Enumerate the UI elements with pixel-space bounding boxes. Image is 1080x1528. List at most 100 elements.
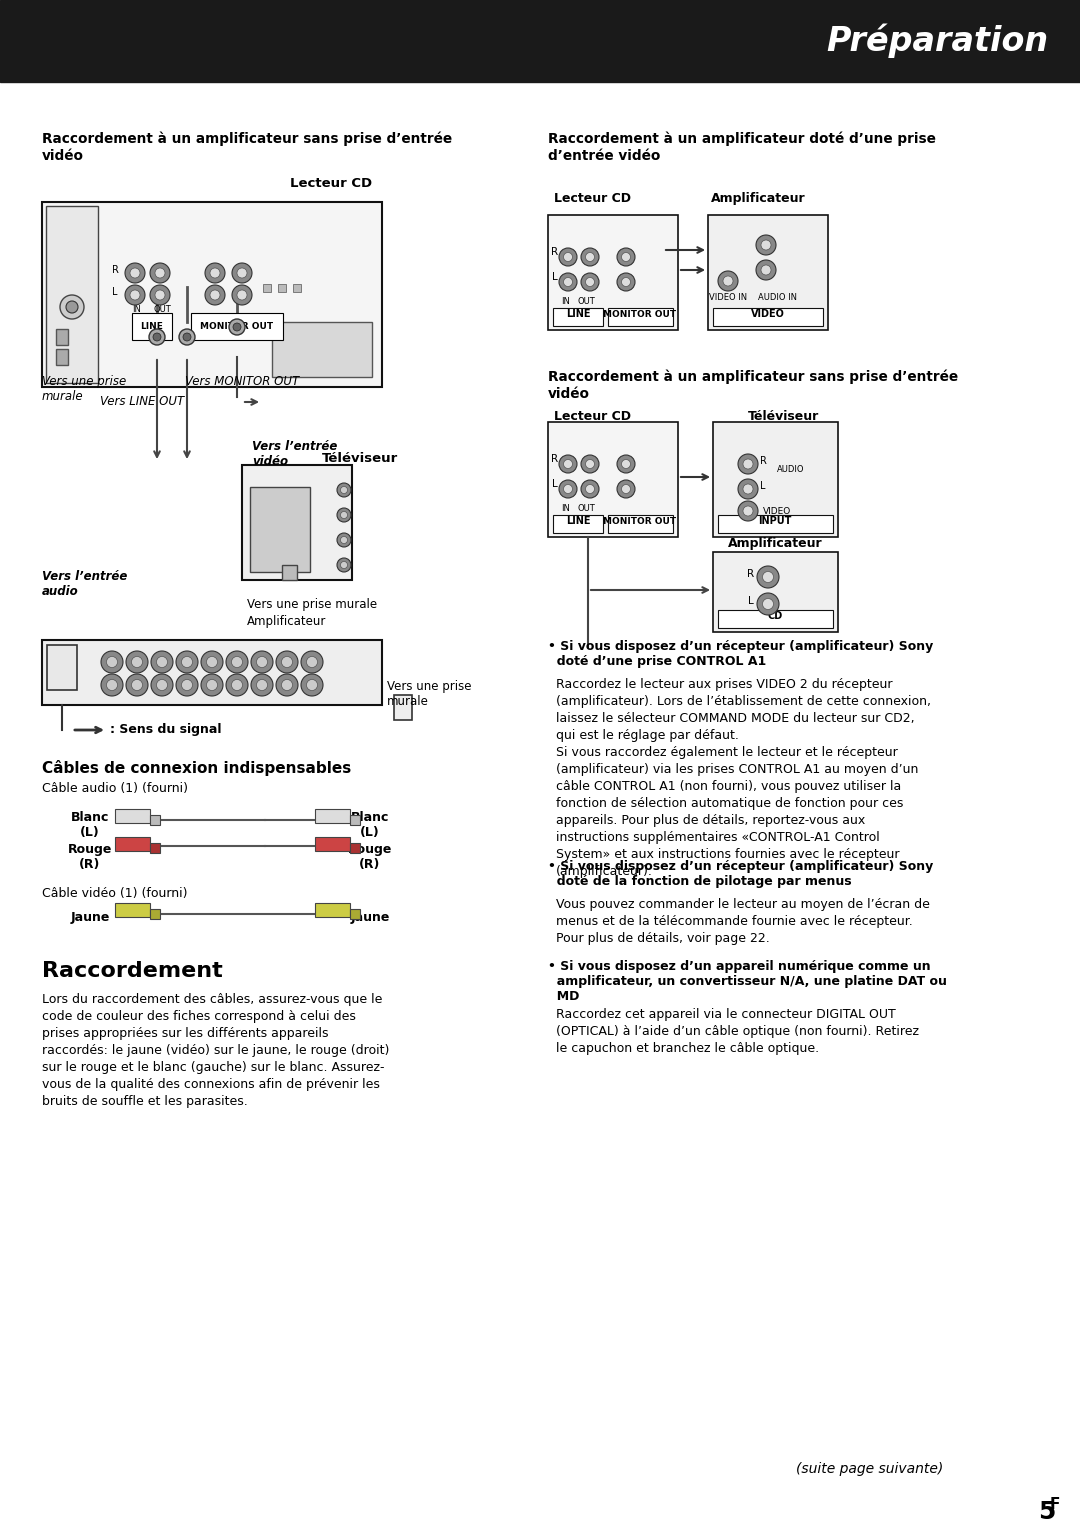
Text: Câbles de connexion indispensables: Câbles de connexion indispensables bbox=[42, 759, 351, 776]
Text: R: R bbox=[552, 454, 558, 465]
Text: R: R bbox=[111, 264, 119, 275]
Text: Vous pouvez commander le lecteur au moyen de l’écran de
menus et de la télécomma: Vous pouvez commander le lecteur au moye… bbox=[556, 898, 930, 944]
Circle shape bbox=[757, 593, 779, 614]
Circle shape bbox=[206, 657, 217, 668]
Text: IN: IN bbox=[133, 306, 141, 313]
Circle shape bbox=[232, 286, 252, 306]
Bar bbox=[394, 695, 411, 720]
Circle shape bbox=[762, 599, 773, 610]
Text: L: L bbox=[112, 287, 118, 296]
Bar bbox=[708, 215, 828, 330]
Bar bbox=[713, 309, 823, 325]
Circle shape bbox=[226, 674, 248, 695]
Circle shape bbox=[282, 657, 293, 668]
Circle shape bbox=[340, 512, 348, 518]
Text: Vers MONITOR OUT: Vers MONITOR OUT bbox=[185, 374, 299, 388]
Circle shape bbox=[340, 536, 348, 544]
Circle shape bbox=[743, 484, 753, 494]
Text: LINE: LINE bbox=[140, 322, 163, 332]
Text: VIDEO: VIDEO bbox=[751, 309, 785, 319]
Circle shape bbox=[581, 274, 599, 290]
Text: : Sens du signal: : Sens du signal bbox=[110, 723, 221, 736]
Circle shape bbox=[617, 455, 635, 474]
Circle shape bbox=[126, 651, 148, 672]
Text: R: R bbox=[552, 248, 558, 257]
Bar bbox=[548, 422, 678, 536]
Circle shape bbox=[581, 455, 599, 474]
Bar bbox=[150, 843, 160, 853]
Bar bbox=[350, 843, 360, 853]
Circle shape bbox=[621, 278, 631, 287]
Circle shape bbox=[743, 458, 753, 469]
Bar bbox=[718, 610, 833, 628]
Bar bbox=[608, 309, 673, 325]
Circle shape bbox=[231, 657, 243, 668]
Circle shape bbox=[126, 674, 148, 695]
Bar bbox=[56, 329, 68, 345]
Circle shape bbox=[617, 248, 635, 266]
Circle shape bbox=[251, 674, 273, 695]
Circle shape bbox=[307, 657, 318, 668]
Text: Blanc
(L): Blanc (L) bbox=[351, 811, 389, 839]
Text: Préparation: Préparation bbox=[826, 24, 1048, 58]
Circle shape bbox=[149, 329, 165, 345]
Text: VIDEO IN: VIDEO IN bbox=[708, 293, 747, 303]
Text: (suite page suivante): (suite page suivante) bbox=[796, 1462, 944, 1476]
Bar bbox=[272, 322, 372, 377]
Circle shape bbox=[233, 322, 241, 332]
Text: Jaune: Jaune bbox=[70, 911, 110, 924]
Circle shape bbox=[132, 657, 143, 668]
Circle shape bbox=[150, 286, 170, 306]
Text: VIDEO: VIDEO bbox=[762, 506, 792, 515]
Circle shape bbox=[621, 460, 631, 469]
Text: Vers une prise
murale: Vers une prise murale bbox=[387, 680, 472, 707]
Text: Téléviseur: Téléviseur bbox=[747, 410, 819, 423]
Circle shape bbox=[581, 248, 599, 266]
Circle shape bbox=[559, 480, 577, 498]
Circle shape bbox=[130, 267, 140, 278]
Circle shape bbox=[125, 263, 145, 283]
Circle shape bbox=[340, 561, 348, 568]
Text: AUDIO: AUDIO bbox=[778, 465, 805, 474]
Bar bbox=[553, 515, 603, 533]
Text: 5: 5 bbox=[1038, 1500, 1055, 1523]
Circle shape bbox=[205, 263, 225, 283]
Circle shape bbox=[156, 267, 165, 278]
Circle shape bbox=[585, 460, 594, 469]
Bar bbox=[548, 215, 678, 330]
Text: F: F bbox=[1050, 1497, 1061, 1513]
Text: L: L bbox=[748, 596, 754, 607]
Text: Amplificateur: Amplificateur bbox=[247, 614, 326, 628]
Text: Lecteur CD: Lecteur CD bbox=[554, 193, 632, 205]
Text: L: L bbox=[760, 481, 766, 490]
Circle shape bbox=[229, 319, 245, 335]
Circle shape bbox=[307, 680, 318, 691]
Circle shape bbox=[237, 290, 247, 299]
Bar bbox=[293, 284, 301, 292]
Circle shape bbox=[301, 674, 323, 695]
Bar bbox=[114, 837, 150, 851]
Circle shape bbox=[617, 480, 635, 498]
Circle shape bbox=[201, 651, 222, 672]
Circle shape bbox=[337, 483, 351, 497]
Circle shape bbox=[205, 286, 225, 306]
Circle shape bbox=[132, 680, 143, 691]
Circle shape bbox=[130, 290, 140, 299]
Circle shape bbox=[276, 674, 298, 695]
Bar bbox=[718, 515, 833, 533]
Circle shape bbox=[621, 484, 631, 494]
Circle shape bbox=[210, 290, 220, 299]
Text: Lecteur CD: Lecteur CD bbox=[289, 177, 372, 189]
Circle shape bbox=[251, 651, 273, 672]
Bar bbox=[249, 487, 310, 571]
Text: Rouge
(R): Rouge (R) bbox=[68, 843, 112, 871]
Circle shape bbox=[176, 674, 198, 695]
Circle shape bbox=[156, 290, 165, 299]
Bar bbox=[48, 645, 77, 691]
Circle shape bbox=[232, 263, 252, 283]
Text: Amplificateur: Amplificateur bbox=[711, 193, 806, 205]
Text: Raccordement à un amplificateur sans prise d’entrée
vidéo: Raccordement à un amplificateur sans pri… bbox=[548, 370, 958, 400]
Circle shape bbox=[723, 277, 733, 286]
Circle shape bbox=[585, 278, 594, 287]
Circle shape bbox=[617, 274, 635, 290]
